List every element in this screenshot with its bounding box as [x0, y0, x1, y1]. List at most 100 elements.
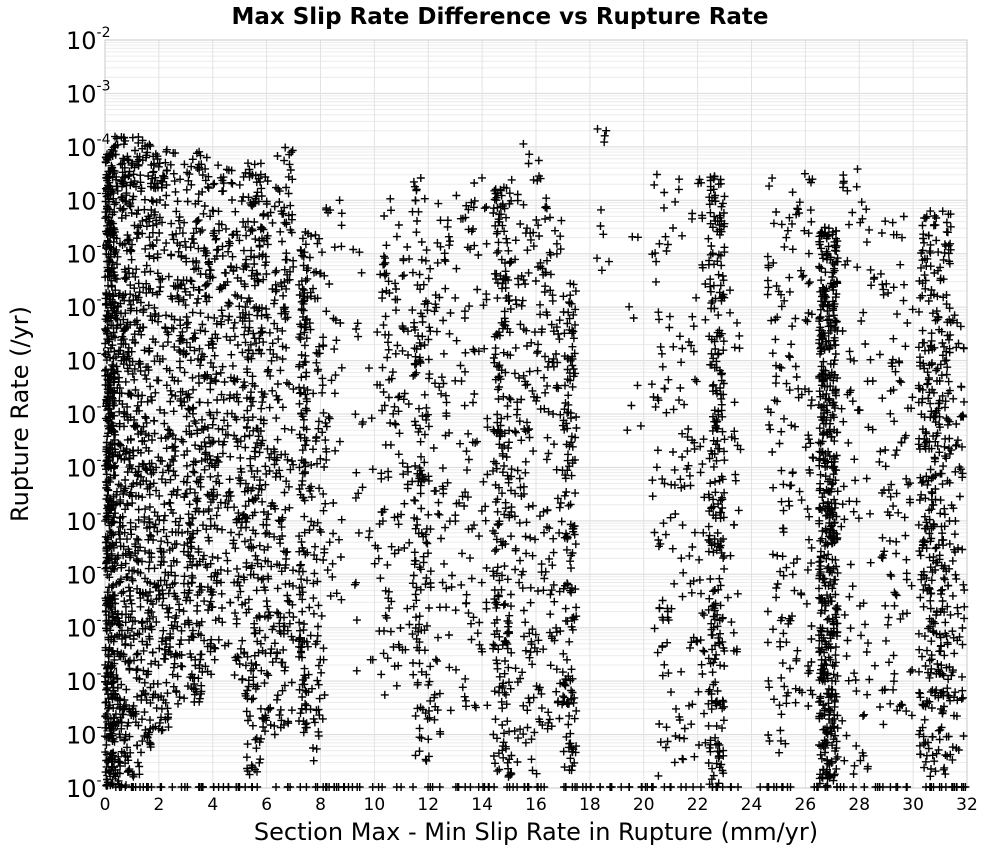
scatter-point — [132, 234, 141, 243]
scatter-point — [118, 241, 127, 249]
scatter-point — [138, 144, 147, 153]
scatter-point — [123, 155, 132, 164]
scatter-point — [103, 570, 112, 579]
scatter-point — [104, 704, 113, 713]
scatter-point — [115, 440, 124, 449]
scatter-point — [102, 457, 111, 466]
scatter-point — [109, 704, 118, 712]
scatter-point — [124, 348, 133, 357]
scatter-point — [115, 373, 124, 382]
scatter-point — [102, 311, 111, 320]
scatter-point — [121, 559, 130, 568]
scatter-point — [115, 578, 124, 587]
scatter-point — [120, 597, 129, 606]
scatter-point — [134, 515, 143, 524]
scatter-point — [139, 646, 148, 655]
scatter-point — [113, 367, 122, 376]
scatter-point — [107, 244, 116, 253]
scatter-point — [103, 312, 112, 321]
scatter-point — [110, 271, 119, 279]
scatter-point — [110, 166, 119, 175]
scatter-point — [102, 241, 111, 250]
scatter-point — [129, 479, 138, 488]
scatter-point — [110, 509, 119, 518]
scatter-point — [130, 163, 139, 172]
scatter-point — [101, 564, 110, 573]
scatter-point — [120, 163, 129, 172]
scatter-point — [111, 461, 120, 470]
scatter-point — [108, 258, 117, 267]
scatter-point — [116, 762, 125, 770]
scatter-point — [102, 685, 111, 694]
scatter-point — [111, 141, 120, 150]
scatter-point — [108, 678, 117, 687]
scatter-point — [103, 588, 112, 597]
scatter-point — [105, 316, 113, 325]
scatter-point — [117, 747, 126, 756]
scatter-point — [103, 501, 112, 510]
scatter-point — [110, 375, 119, 384]
scatter-point — [117, 563, 126, 572]
scatter-point — [126, 488, 135, 497]
scatter-point — [103, 533, 112, 542]
scatter-point — [112, 245, 121, 254]
scatter-point — [101, 273, 110, 282]
scatter-point — [104, 348, 113, 356]
scatter-point — [126, 748, 135, 757]
scatter-point — [106, 620, 115, 629]
scatter-point — [102, 153, 111, 162]
scatter-point — [124, 766, 133, 775]
scatter-point — [102, 559, 111, 568]
scatter-point — [106, 477, 115, 486]
scatter-point — [121, 447, 129, 456]
scatter-point — [119, 204, 128, 213]
scatter-point — [102, 483, 111, 492]
scatter-point — [115, 407, 124, 416]
scatter-point — [113, 683, 122, 692]
scatter-point — [113, 553, 122, 562]
scatter-point — [117, 336, 126, 345]
scatter-point — [110, 200, 119, 209]
scatter-point — [117, 589, 126, 598]
scatter-point — [106, 724, 115, 733]
scatter-point — [138, 715, 146, 724]
scatter-point — [119, 710, 128, 719]
scatter-point — [102, 710, 111, 718]
scatter-point — [119, 291, 128, 300]
scatter-point — [114, 350, 123, 359]
scatter-point — [113, 252, 122, 261]
scatter-point — [121, 618, 130, 627]
scatter-point — [115, 384, 124, 393]
scatter-point — [116, 577, 125, 586]
scatter-point — [127, 255, 136, 264]
scatter-point — [120, 409, 129, 418]
scatter-point — [107, 217, 116, 226]
scatter-point — [122, 189, 131, 198]
scatter-point — [142, 375, 151, 383]
scatter-point — [119, 551, 128, 560]
scatter-point — [102, 515, 111, 524]
scatter-point — [140, 708, 149, 717]
scatter-point — [103, 392, 112, 401]
scatter-point — [110, 445, 119, 454]
scatter-point — [108, 341, 117, 350]
scatter-point — [117, 309, 125, 318]
scatter-point — [102, 212, 111, 221]
scatter-point — [119, 140, 128, 149]
scatter-point — [120, 324, 129, 333]
scatter-point — [118, 610, 126, 619]
scatter-point — [112, 234, 121, 243]
scatter-point — [104, 758, 112, 767]
scatter-point — [113, 675, 122, 684]
scatter-point — [117, 454, 126, 463]
scatter-point — [112, 324, 121, 332]
scatter-point — [108, 517, 117, 526]
scatter-point — [123, 626, 132, 635]
scatter-point — [102, 395, 111, 404]
scatter-point — [125, 732, 134, 741]
scatter-point — [107, 161, 116, 170]
scatter-point — [127, 599, 136, 608]
scatter-point — [116, 320, 125, 329]
scatter-point — [103, 329, 112, 338]
scatter-point — [111, 471, 120, 480]
